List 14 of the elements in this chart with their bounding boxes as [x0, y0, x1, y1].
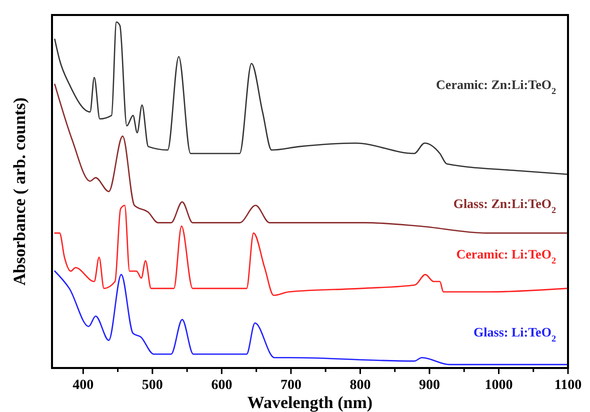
x-tick-label: 900 — [418, 378, 440, 393]
x-tick-label: 800 — [350, 378, 371, 393]
x-axis-title: Wavelength (nm) — [247, 393, 373, 412]
y-axis-title: Absorbance ( arb. counts) — [10, 98, 29, 286]
series-label: Glass: Li:TeO$_{2}$ — [474, 324, 556, 344]
x-tick-label: 400 — [72, 378, 94, 393]
x-tick-label: 700 — [280, 378, 302, 393]
series-label: Ceramic: Li:TeO$_{2}$ — [456, 246, 556, 266]
x-tick-label: 1000 — [484, 378, 513, 393]
x-tick-label: 1100 — [554, 378, 582, 393]
text: Ceramic: Zn:Li:TeO$_{2}$ — [436, 77, 556, 96]
x-tick-label: 600 — [211, 378, 232, 393]
x-tick-label: 500 — [142, 378, 163, 393]
series-label: Glass: Zn:Li:TeO$_{2}$ — [453, 196, 556, 216]
